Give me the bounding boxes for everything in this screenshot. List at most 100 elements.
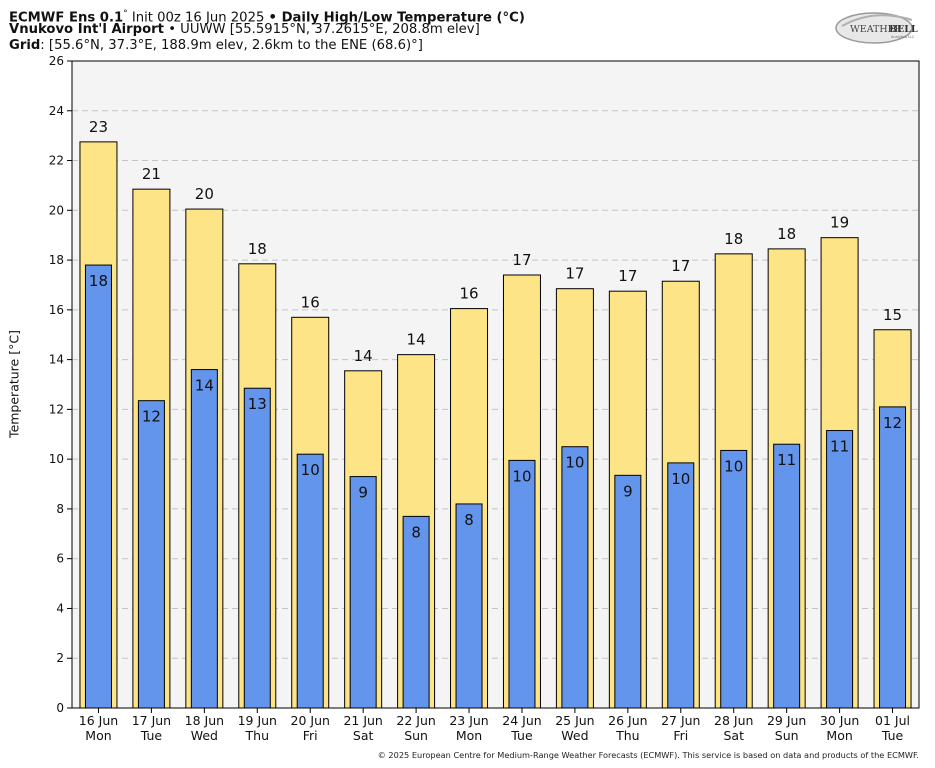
grid-details: : [55.6°N, 37.3°E, 188.9m elev, 2.6km to… — [40, 38, 423, 53]
bullet: • — [268, 10, 277, 26]
grid-label: Grid — [9, 38, 41, 53]
high-temp-label: 20 — [195, 185, 214, 203]
x-tick-label: 29 Jun — [767, 713, 806, 728]
high-temp-label: 16 — [301, 293, 320, 311]
low-temp-bar — [561, 446, 589, 709]
header-line-model: ECMWF Ens 0.1° Init 00z 16 Jun 2025 • Da… — [9, 6, 525, 26]
low-temp-label: 9 — [623, 482, 633, 500]
x-weekday-label: Thu — [615, 728, 639, 743]
high-temp-label: 19 — [830, 214, 849, 232]
chart-title: Daily High/Low Temperature (°C) — [276, 10, 525, 26]
logo-text-weather: WEATHER — [850, 24, 903, 35]
y-tick-label: 12 — [49, 402, 64, 416]
low-temp-label: 10 — [724, 457, 743, 475]
header-line-grid: Grid: [55.6°N, 37.3°E, 188.9m elev, 2.6k… — [9, 38, 423, 54]
low-temp-bar — [455, 503, 483, 709]
low-temp-label: 10 — [671, 470, 690, 488]
high-temp-label: 14 — [407, 331, 426, 349]
plot-border — [71, 60, 920, 709]
high-temp-label: 18 — [248, 240, 267, 258]
x-weekday-label: Tue — [510, 728, 533, 743]
header-line-station: Vnukovo Int'l Airport • UUWW [55.5915°N,… — [9, 22, 480, 38]
low-temp-bar — [137, 400, 165, 709]
init-time: Init 00z 16 Jun 2025 — [127, 10, 269, 26]
x-weekday-label: Sun — [775, 728, 799, 743]
x-tick-label: 18 Jun — [185, 713, 224, 728]
y-tick-label: 0 — [56, 701, 64, 715]
y-tick-label: 2 — [56, 651, 64, 665]
low-temp-label: 10 — [565, 454, 584, 472]
logo-tagline: Analytics LLC — [891, 35, 915, 39]
high-temp-label: 14 — [354, 347, 373, 365]
low-temp-label: 8 — [411, 523, 421, 541]
y-tick-label: 26 — [49, 54, 64, 68]
x-weekday-label: Tue — [881, 728, 904, 743]
low-temp-bar — [879, 406, 907, 709]
high-temp-label: 15 — [883, 306, 902, 324]
y-tick-label: 22 — [49, 154, 64, 168]
y-tick-label: 4 — [56, 601, 64, 615]
high-temp-label: 16 — [459, 285, 478, 303]
low-temp-label: 14 — [195, 377, 214, 395]
x-weekday-label: Wed — [561, 728, 588, 743]
x-tick-label: 17 Jun — [132, 713, 171, 728]
y-tick-label: 10 — [49, 452, 64, 466]
x-tick-label: 16 Jun — [79, 713, 118, 728]
degree-sign: ° — [123, 9, 128, 19]
x-tick-label: 26 Jun — [608, 713, 647, 728]
y-tick-label: 20 — [49, 203, 64, 217]
low-temp-label: 13 — [248, 395, 267, 413]
low-temp-bar — [773, 443, 801, 709]
weatherbell-logo-icon: WEATHER BELL Analytics LLC — [835, 12, 918, 44]
station-name: Vnukovo Int'l Airport — [9, 22, 164, 37]
high-temp-label: 18 — [777, 225, 796, 243]
x-tick-label: 19 Jun — [238, 713, 277, 728]
low-temp-label: 10 — [512, 467, 531, 485]
low-temp-bar — [508, 459, 536, 709]
low-temp-bar — [720, 449, 748, 709]
high-temp-label: 17 — [671, 257, 690, 275]
x-weekday-label: Sat — [353, 728, 374, 743]
high-temp-label: 23 — [89, 118, 108, 136]
high-temp-label: 21 — [142, 165, 161, 183]
y-tick-label: 18 — [49, 253, 64, 267]
x-tick-label: 27 Jun — [661, 713, 700, 728]
y-tick-label: 8 — [56, 502, 64, 516]
x-weekday-label: Mon — [826, 728, 852, 743]
x-weekday-label: Mon — [85, 728, 111, 743]
x-weekday-label: Fri — [673, 728, 688, 743]
x-weekday-label: Sun — [404, 728, 428, 743]
y-tick-label: 24 — [49, 104, 64, 118]
model-name: ECMWF Ens 0.1 — [9, 10, 124, 26]
x-weekday-label: Wed — [191, 728, 218, 743]
x-weekday-label: Mon — [456, 728, 482, 743]
low-temp-bar — [826, 430, 854, 709]
low-temp-bar — [190, 369, 218, 709]
low-temp-label: 11 — [830, 438, 849, 456]
x-tick-label: 22 Jun — [396, 713, 435, 728]
y-axis-label: Temperature [°C] — [6, 330, 22, 438]
x-tick-label: 28 Jun — [714, 713, 753, 728]
x-tick-label: 01 Jul — [875, 713, 910, 728]
x-tick-label: 21 Jun — [343, 713, 382, 728]
y-tick-label: 14 — [49, 353, 64, 367]
x-weekday-label: Thu — [245, 728, 269, 743]
low-temp-bar — [349, 476, 377, 709]
low-temp-bar — [667, 462, 695, 709]
y-tick-label: 16 — [49, 303, 64, 317]
x-tick-label: 23 Jun — [449, 713, 488, 728]
low-temp-label: 9 — [358, 484, 368, 502]
low-temp-label: 12 — [142, 408, 161, 426]
high-temp-label: 18 — [724, 230, 743, 248]
logo-text-bell: BELL — [889, 24, 918, 35]
low-temp-label: 18 — [89, 272, 108, 290]
x-weekday-label: Fri — [303, 728, 318, 743]
low-temp-bar — [296, 453, 324, 709]
x-tick-label: 24 Jun — [502, 713, 541, 728]
low-temp-label: 11 — [777, 451, 796, 469]
y-tick-label: 6 — [56, 552, 64, 566]
low-temp-label: 8 — [464, 511, 474, 529]
station-details: • UUWW [55.5915°N, 37.2615°E, 208.8m ele… — [164, 22, 480, 37]
high-temp-label: 17 — [512, 251, 531, 269]
